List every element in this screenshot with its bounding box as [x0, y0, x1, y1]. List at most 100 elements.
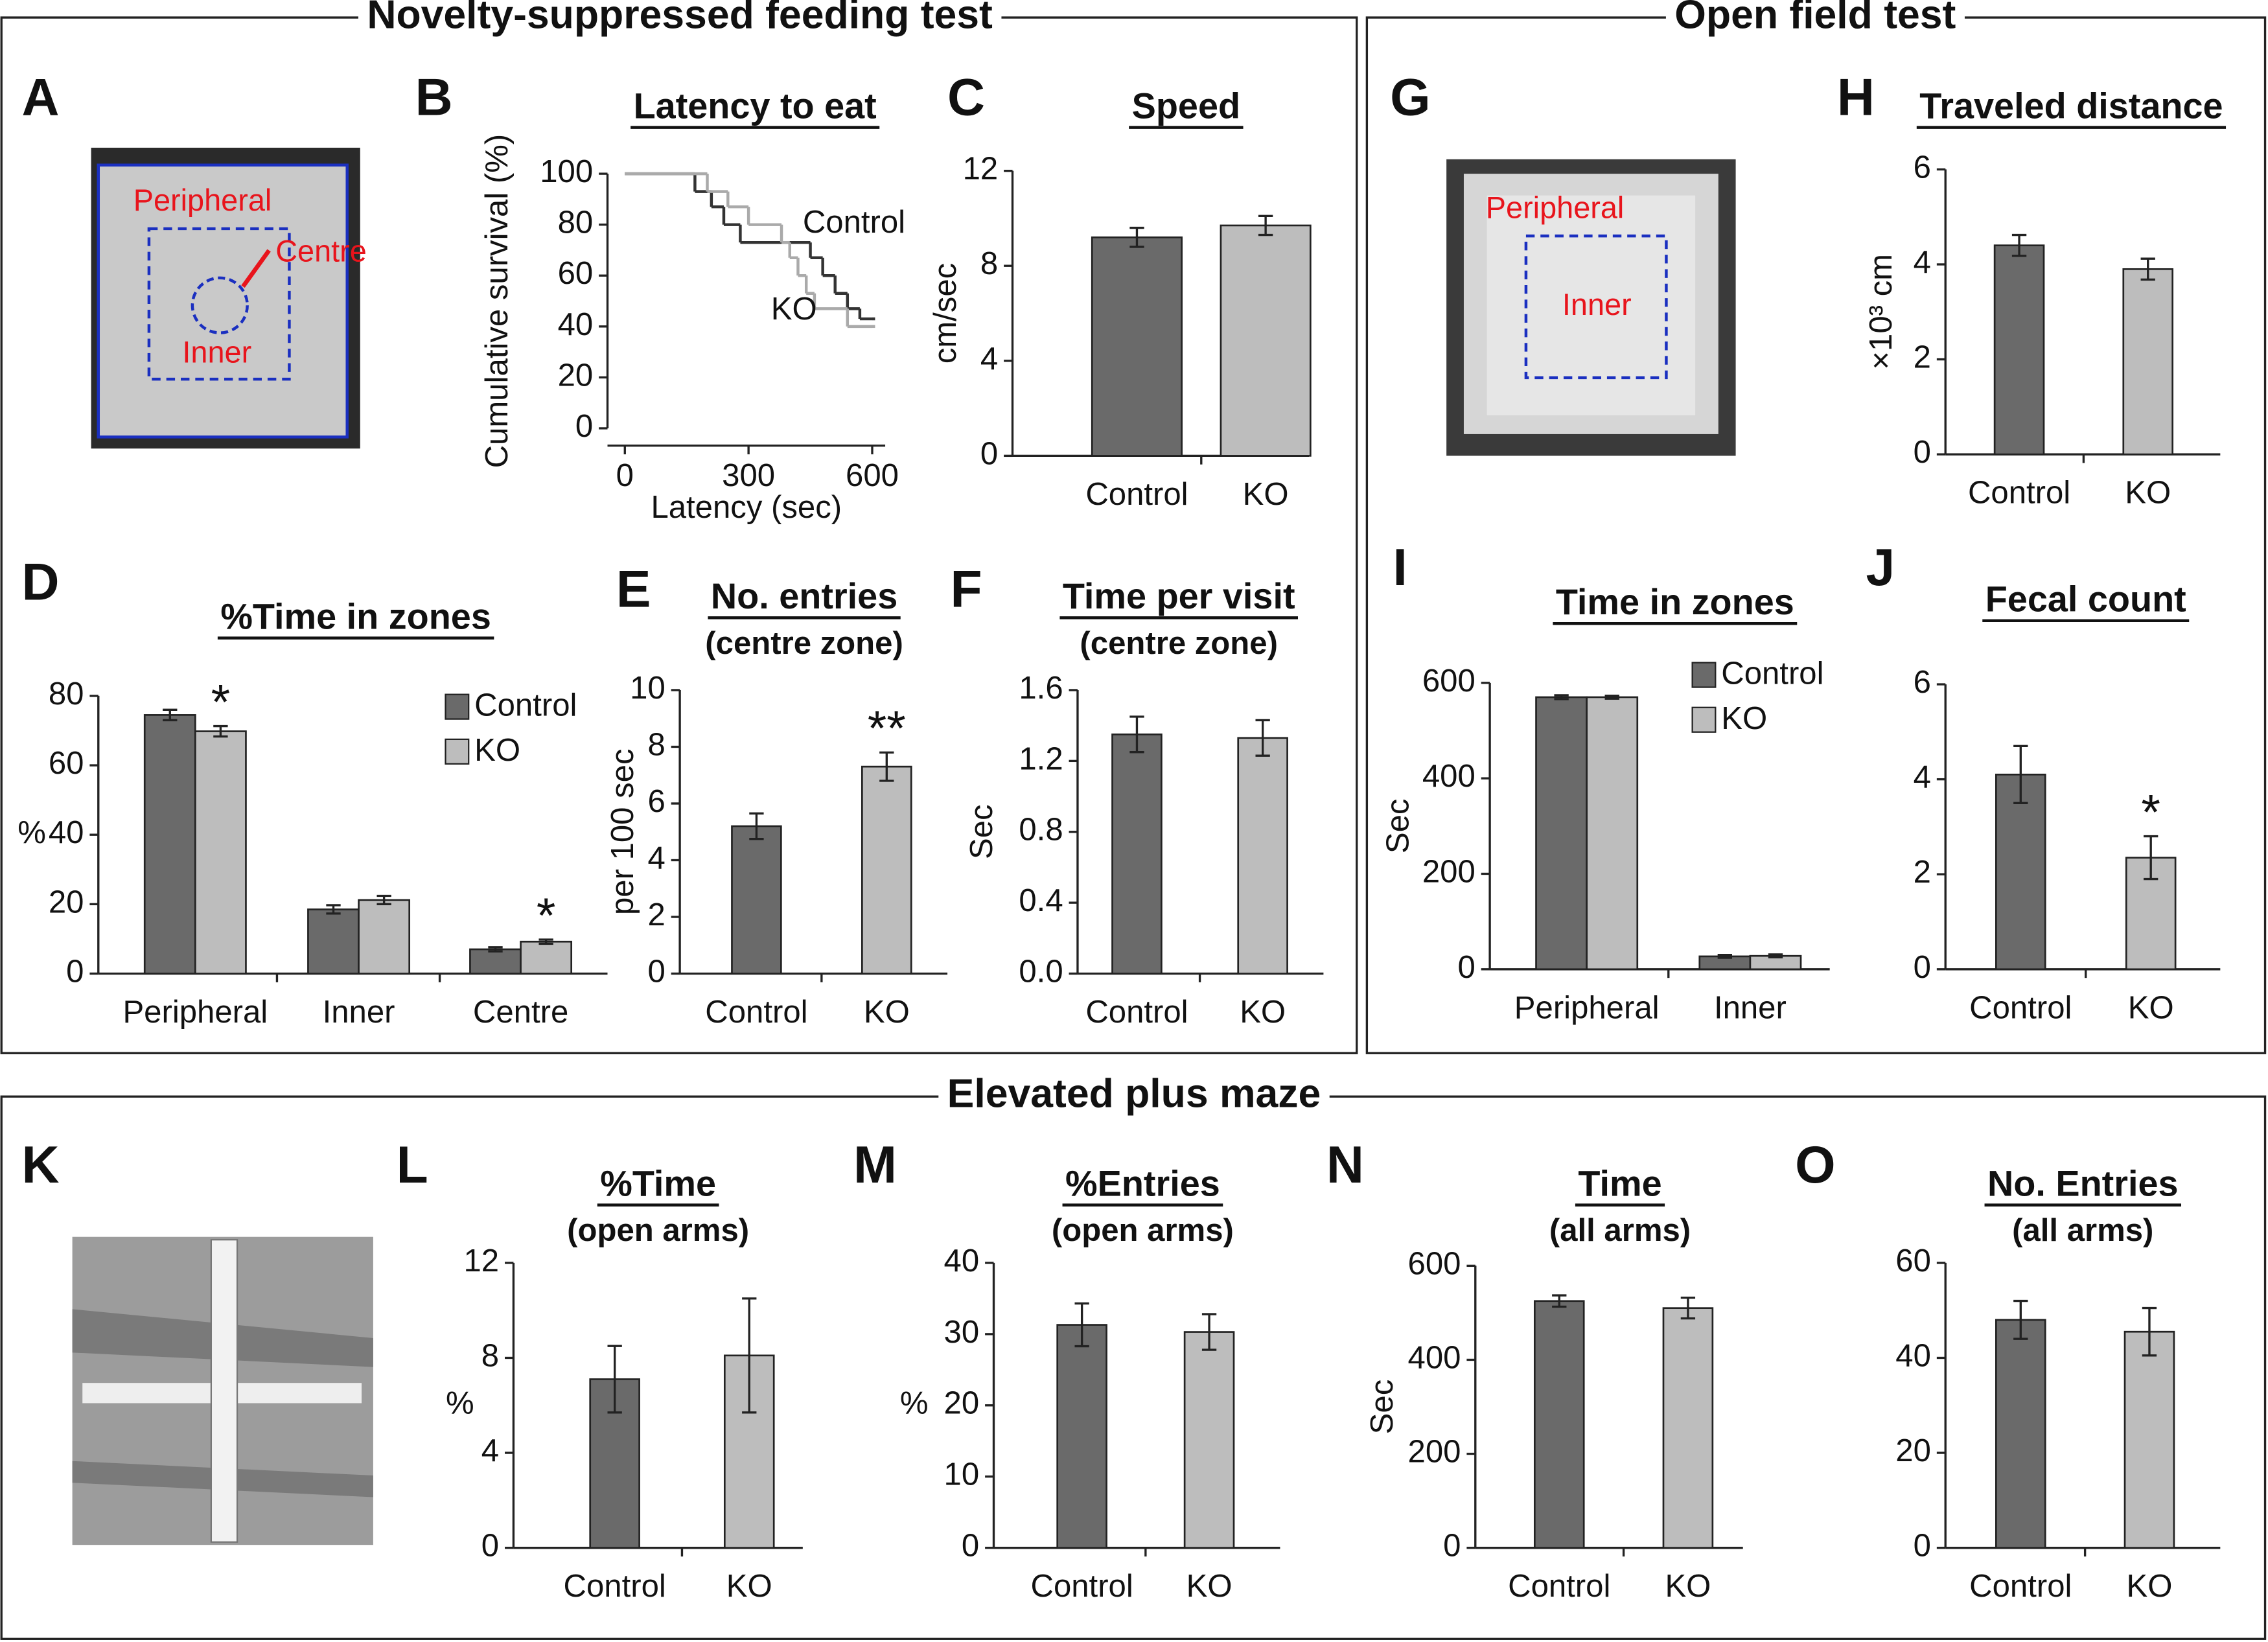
y-tick-label: 60: [49, 746, 84, 781]
bar: [1586, 696, 1639, 971]
legend-swatch: [445, 693, 470, 720]
section-title: Elevated plus maze: [947, 1071, 1321, 1116]
y-tick-label: 0.4: [1019, 883, 1063, 918]
error-bar: [1074, 1302, 1089, 1348]
legend-swatch: [1691, 662, 1717, 688]
chart-title: %Time in zones: [220, 596, 491, 636]
chart-subtitle: (open arms): [1052, 1213, 1234, 1248]
y-axis-label: Sec: [1381, 799, 1416, 854]
error-bar: [2013, 1299, 2028, 1340]
y-tick-label: 10: [944, 1457, 980, 1492]
panel-letter: A: [21, 69, 59, 127]
y-tick-label: 20: [49, 885, 84, 919]
y-tick-label: 6: [1914, 665, 1931, 700]
x-tick-label: Control: [1968, 476, 2070, 511]
y-tick-label: 8: [647, 727, 665, 762]
y-tick-label: 1.6: [1019, 671, 1063, 706]
x-tick-label: KO: [2126, 1569, 2172, 1604]
bar: [143, 714, 196, 975]
y-tick-label: 6: [1914, 150, 1931, 185]
panel-letter: J: [1866, 538, 1895, 597]
y-tick-label: 8: [980, 246, 998, 281]
error-bar: [879, 751, 894, 782]
bar: [1662, 1307, 1714, 1549]
y-tick-label: 2: [647, 897, 665, 932]
series-label: Control: [803, 205, 905, 240]
chart-subtitle: (centre zone): [705, 626, 903, 661]
photo-g: [1446, 159, 1736, 456]
bar: [1535, 696, 1588, 971]
y-axis-label: Cumulative survival (%): [480, 134, 515, 468]
x-tick-label: Peripheral: [122, 995, 268, 1030]
chart-title: Time in zones: [1556, 581, 1794, 622]
bar: [2122, 268, 2174, 456]
x-tick-label: Peripheral: [1514, 990, 1660, 1025]
section-title-bg: [938, 1070, 1330, 1116]
y-tick-label: 200: [1422, 854, 1475, 889]
y-tick-label: 40: [558, 307, 594, 342]
y-axis-label: %: [900, 1386, 929, 1421]
y-tick-label: 10: [630, 671, 665, 706]
y-axis-label: %: [446, 1386, 474, 1421]
significance: *: [211, 675, 231, 730]
bar: [1993, 244, 2045, 456]
y-tick-label: 30: [944, 1315, 980, 1350]
photo-a: [91, 147, 360, 449]
y-tick-label: 2: [1914, 340, 1931, 375]
panel-letter: F: [951, 561, 982, 619]
x-tick-label: 300: [722, 458, 775, 493]
panel-letter: L: [397, 1136, 428, 1194]
error-bar: [742, 1297, 757, 1414]
panel-letter: N: [1326, 1136, 1364, 1194]
error-bar: [1129, 715, 1144, 754]
x-tick-label: KO: [2128, 990, 2174, 1025]
error-bar: [1768, 953, 1783, 959]
chart-subtitle: (all arms): [1549, 1213, 1691, 1248]
y-tick-label: 8: [481, 1338, 499, 1373]
legend-label: KO: [1721, 701, 1767, 736]
error-bar: [488, 946, 503, 953]
x-tick-label: KO: [2125, 476, 2171, 511]
y-axis-label: ×10³ cm: [1864, 254, 1899, 370]
photo-label: Inner: [182, 336, 251, 369]
error-bar: [1129, 226, 1144, 248]
panel-letter: C: [947, 69, 985, 127]
error-bar: [2140, 257, 2155, 281]
y-tick-label: 0: [575, 409, 593, 444]
panel-letter: G: [1390, 69, 1431, 127]
x-tick-label: Control: [1031, 1569, 1133, 1604]
error-bar: [2142, 1306, 2157, 1357]
error-bar: [2144, 835, 2158, 881]
y-tick-label: 4: [481, 1433, 499, 1468]
x-tick-label: Control: [1085, 995, 1188, 1030]
y-tick-label: 0: [66, 954, 84, 989]
x-tick-label: Inner: [323, 995, 395, 1030]
bar: [1111, 734, 1163, 975]
error-bar: [749, 812, 764, 840]
y-tick-label: 0: [962, 1529, 979, 1564]
y-tick-label: 4: [1914, 760, 1931, 795]
y-tick-label: 0.0: [1019, 954, 1063, 989]
chart-title: Speed: [1132, 85, 1240, 126]
error-bar: [376, 894, 391, 906]
error-bar: [1258, 214, 1273, 237]
x-tick-label: Control: [564, 1569, 666, 1604]
photo-k: [72, 1236, 373, 1545]
y-tick-label: 4: [980, 341, 998, 376]
chart-title: No. Entries: [1987, 1162, 2179, 1203]
bar: [861, 765, 912, 975]
legend-swatch: [1691, 706, 1717, 733]
x-tick-label: Control: [1969, 990, 2072, 1025]
x-tick-label: Control: [1085, 477, 1188, 512]
y-tick-label: 0: [1914, 1529, 1931, 1564]
x-tick-label: KO: [864, 995, 910, 1030]
error-bar: [607, 1345, 622, 1414]
error-bar: [163, 708, 178, 722]
y-tick-label: 600: [1422, 664, 1475, 699]
y-axis-label: per 100 sec: [605, 748, 640, 915]
y-tick-label: 0: [1914, 435, 1931, 470]
chart-title: Fecal count: [1985, 579, 2186, 619]
y-tick-label: 20: [944, 1386, 980, 1421]
y-tick-label: 20: [1895, 1433, 1931, 1468]
